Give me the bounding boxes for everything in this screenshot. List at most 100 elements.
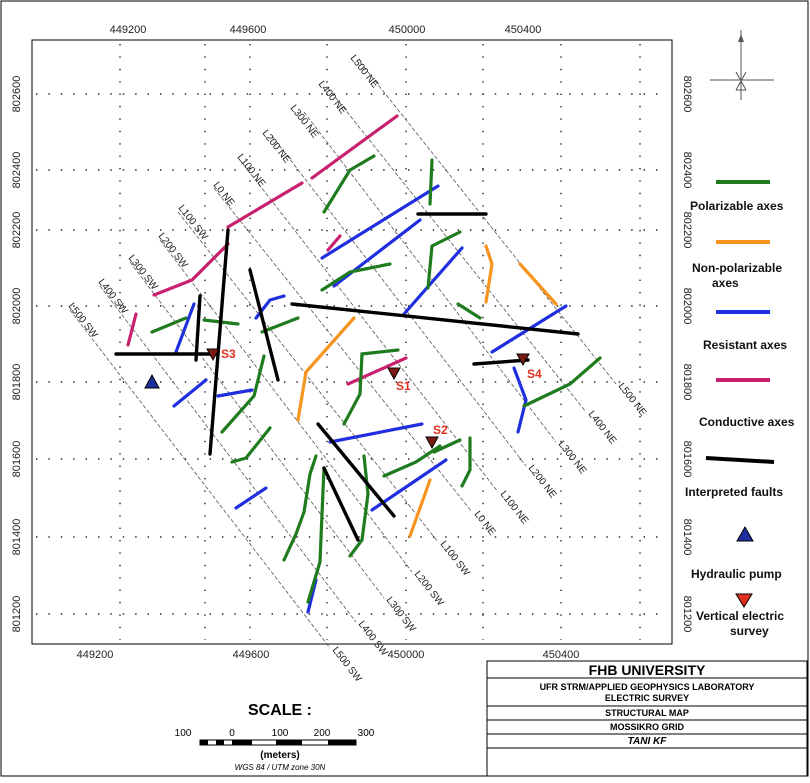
legend-label-conductive: Conductive axes — [699, 415, 795, 429]
polarizable-axis — [460, 436, 472, 488]
y-tick-left: 802200 — [11, 212, 23, 249]
station-label: S3 — [221, 347, 236, 361]
resistant-axis — [216, 388, 254, 398]
ves-marker-s4 — [516, 353, 530, 367]
profile-line — [99, 285, 357, 623]
scale-title: SCALE : — [248, 702, 312, 719]
polarizable-axis — [230, 426, 272, 464]
polarizable-axis — [348, 454, 370, 558]
conductive-axes — [126, 114, 408, 386]
scale-tick: 0 — [229, 728, 235, 739]
legend-label-ves-2: survey — [730, 624, 769, 638]
legend-swatch-faults — [705, 456, 775, 464]
resistant-axis — [172, 378, 208, 408]
profile-line — [69, 309, 331, 649]
north-arrow — [710, 30, 774, 100]
profile-line — [213, 187, 473, 513]
conductive-axis — [326, 234, 342, 252]
resistant-axis — [234, 486, 268, 510]
y-tick-left: 802400 — [11, 152, 23, 189]
non-polarizable-axis — [296, 316, 356, 422]
title-block-survey: ELECTRIC SURVEY — [605, 693, 689, 703]
hydraulic-pump-marker — [144, 373, 160, 389]
polarizable-axis — [322, 154, 376, 214]
legend-label-non-polarizable-2: axes — [712, 276, 739, 290]
x-tick-top: 450400 — [505, 24, 542, 36]
legend: Polarizable axes Non-polarizable axes Re… — [685, 180, 795, 638]
legend-label-resistant: Resistant axes — [703, 338, 787, 352]
y-tick-left: 802600 — [11, 76, 23, 113]
fault — [472, 358, 530, 366]
title-block: FHB UNIVERSITY UFR STRM/APPLIED GEOPHYSI… — [486, 660, 808, 777]
legend-label-ves: Vertical electric — [696, 609, 784, 623]
profile-line — [159, 239, 413, 573]
scale-bar-segment — [276, 740, 302, 745]
resistant-axis — [332, 218, 422, 288]
y-tick-left: 801400 — [11, 519, 23, 556]
y-tick-right: 802200 — [681, 212, 693, 249]
scale-tick: 100 — [272, 728, 289, 739]
polarizable-axis — [426, 230, 462, 290]
legend-pump-icon — [736, 525, 754, 542]
station-label: S2 — [433, 423, 448, 437]
y-tick-left: 801600 — [11, 441, 23, 478]
title-block-author: TANI KF — [628, 736, 668, 747]
y-tick-right: 801600 — [681, 441, 693, 478]
title-block-university: FHB UNIVERSITY — [589, 662, 706, 678]
polarizable-axis — [220, 354, 266, 434]
x-tick-top: 449600 — [230, 24, 267, 36]
y-tick-right: 801800 — [681, 364, 693, 401]
y-tick-left: 801800 — [11, 364, 23, 401]
legend-ves-icon — [735, 593, 753, 608]
fault — [194, 294, 202, 362]
scale-bar-segment — [232, 740, 252, 745]
conductive-axis — [310, 114, 399, 180]
fault — [322, 466, 360, 542]
fault — [248, 268, 280, 382]
profile-line — [359, 61, 617, 385]
ves-stations: S3 S1 S2 S4 — [206, 347, 542, 450]
polarizable-axis — [150, 316, 188, 334]
resistant-axis — [328, 422, 424, 444]
ves-marker-s3 — [206, 348, 220, 362]
ves-marker-s2 — [425, 436, 439, 450]
profile-line — [239, 159, 499, 493]
ves-marker-s1 — [387, 367, 401, 381]
x-tick-top: 450000 — [389, 24, 426, 36]
y-tick-right: 802600 — [681, 76, 693, 113]
polarizable-axis — [382, 444, 442, 478]
y-tick-right: 802400 — [681, 152, 693, 189]
conductive-axis — [226, 181, 304, 229]
legend-label-faults: Interpreted faults — [685, 485, 783, 499]
scale-tick: 300 — [358, 728, 375, 739]
legend-label-pump: Hydraulic pump — [691, 567, 782, 581]
legend-label-polarizable: Polarizable axes — [690, 199, 784, 213]
non-polarizable-axis — [518, 262, 558, 306]
station-label: S1 — [396, 379, 411, 393]
legend-label-non-polarizable: Non-polarizable — [692, 261, 782, 275]
polarizable-axis — [260, 316, 300, 334]
title-block-map-title: STRUCTURAL MAP — [605, 708, 689, 718]
y-ticks-left: 802600 802400 802200 802000 801800 80160… — [11, 76, 23, 633]
graticule — [36, 44, 668, 640]
north-arrow-head — [738, 34, 744, 42]
polarizable-axes — [150, 154, 602, 604]
y-tick-right: 801200 — [681, 596, 693, 633]
polarizable-axis — [306, 466, 326, 604]
profile-line — [271, 135, 527, 467]
non-polarizable-axis — [484, 244, 494, 304]
y-ticks-right: 802600 802400 802200 802000 801800 80160… — [681, 76, 693, 633]
title-block-grid: MOSSIKRO GRID — [610, 722, 685, 732]
scale-tick: 100 — [175, 728, 192, 739]
profile-line — [129, 261, 385, 599]
y-tick-right: 802000 — [681, 288, 693, 325]
profile-line — [177, 211, 439, 543]
profile-line — [327, 87, 587, 413]
polarizable-axis — [320, 262, 392, 292]
y-tick-left: 802000 — [11, 288, 23, 325]
fault — [290, 302, 580, 336]
resistant-axis — [320, 184, 440, 260]
map-frame — [31, 39, 673, 645]
